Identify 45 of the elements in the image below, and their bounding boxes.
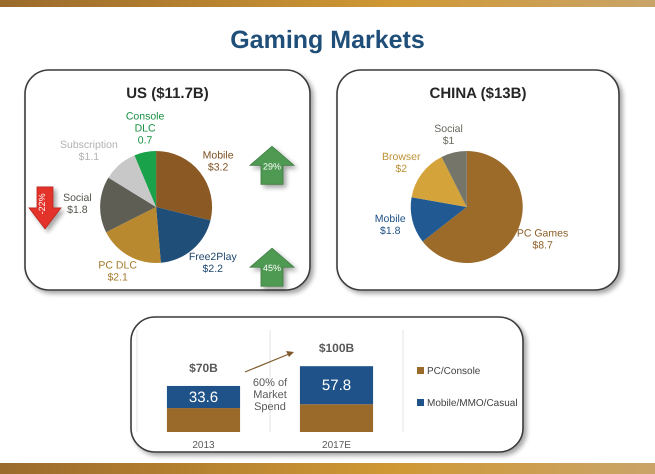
slice-label: PC DLC (98, 260, 138, 272)
data-label: 57.8 (322, 377, 352, 394)
pie-slice (100, 178, 156, 232)
pie-slice (106, 207, 161, 263)
total-label: $100B (318, 341, 355, 356)
total-label: $70B (189, 360, 218, 375)
text: 29% (262, 161, 282, 172)
slice-label: Subscription (60, 138, 118, 151)
data-label: 0.7 (138, 134, 153, 147)
annotation: 60% of Market Spend (252, 377, 288, 413)
data-label: $2 (395, 162, 408, 175)
data-label: $8.7 (532, 239, 553, 252)
slice-label: Browser (382, 150, 422, 163)
chart-title: CHINA ($13B) (430, 85, 526, 102)
chart-title: US ($11.7B) (126, 85, 209, 102)
legend-label: PC/Console (427, 366, 481, 377)
data-label: $2.2 (202, 263, 224, 276)
data-label: $1.1 (78, 150, 100, 163)
data-label: $3.2 (208, 161, 228, 174)
data-label: $1 (442, 134, 455, 147)
bar (166, 386, 240, 408)
bar (300, 404, 374, 432)
pie-slice (410, 197, 467, 242)
slice-label: Console DLC (126, 110, 165, 135)
slice-label: Free2Play (188, 251, 238, 264)
text: Gaming Markets (230, 26, 425, 54)
legend-label: Mobile/MMO/Casual (427, 398, 518, 409)
data-label: $2.1 (107, 272, 128, 284)
slice-label: Mobile (374, 212, 406, 225)
text: 45% (262, 263, 282, 274)
data-label: $1.8 (67, 204, 88, 216)
pie-slice (442, 151, 467, 207)
x-tick-label: 2013 (192, 440, 216, 451)
pie-slice (108, 155, 156, 207)
text: -22% (37, 193, 47, 214)
bar (300, 366, 374, 404)
slice-label: PC Games (516, 227, 568, 240)
pie-slice (134, 151, 156, 207)
bar (166, 408, 240, 432)
slice-label: Mobile (202, 149, 234, 162)
data-label: $1.8 (380, 224, 401, 237)
slice-label: Social (63, 192, 92, 204)
data-label: 33.6 (188, 388, 218, 406)
x-tick-label: 2017E (322, 440, 352, 451)
slice-label: Social (434, 122, 463, 135)
